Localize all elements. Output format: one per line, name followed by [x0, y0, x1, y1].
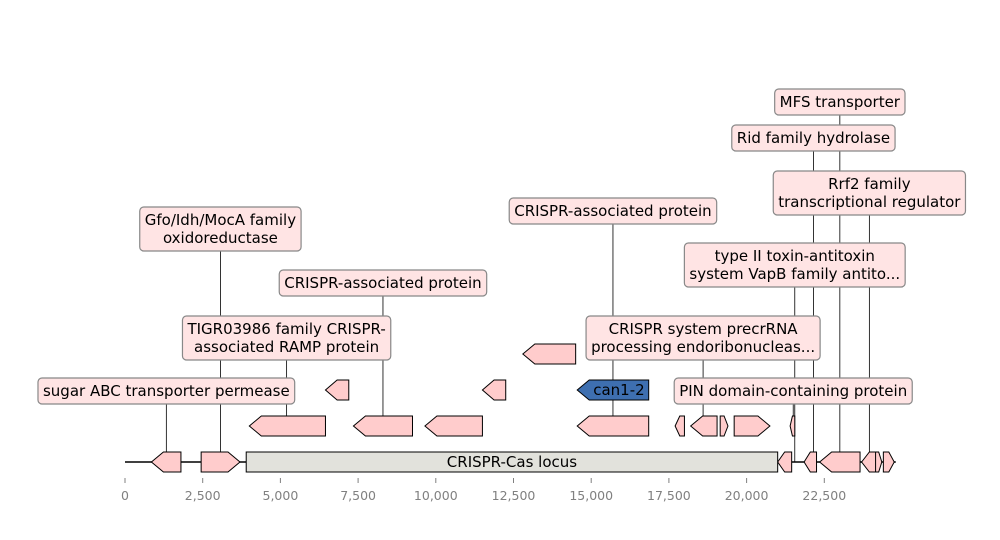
gene-feature [522, 343, 577, 365]
axis-tick-label: 0 [121, 488, 129, 503]
annotation-text: Gfo/Idh/MocA family [145, 211, 296, 229]
annotation-box [673, 377, 913, 405]
annotation-text: Rid family hydrolase [737, 129, 890, 147]
annotation-box [181, 315, 392, 361]
annotation-labels: sugar ABC transporter permease TIGR03986 … [37, 88, 967, 405]
annotation-box [683, 242, 906, 288]
gene-feature [200, 451, 241, 473]
gene-feature [882, 451, 895, 473]
annotation-text: CRISPR-associated protein [284, 274, 481, 292]
annotation-box [774, 88, 906, 116]
axis-tick-label: 17,500 [647, 488, 691, 503]
annotation-text: associated RAMP protein [194, 338, 379, 356]
gene-features: can1-2 [150, 343, 895, 473]
annotation-text: transcriptional regulator [778, 193, 961, 211]
annotation-text: Rrf2 family [828, 175, 911, 193]
highlighted-gene-feature [576, 379, 650, 401]
gene-feature [860, 451, 878, 473]
annotation-box [585, 315, 821, 361]
annotation-box [508, 197, 718, 225]
crispr-cas-locus-label: CRISPR-Cas locus [447, 453, 577, 471]
x-axis: 0 2,500 5,000 7,500 10,000 12,500 15,000 17,500… [121, 478, 846, 503]
gene-feature [875, 451, 883, 473]
annotation-text: PIN domain-containing protein [679, 382, 907, 400]
gene-feature [248, 415, 326, 437]
gene-feature [481, 379, 507, 401]
gene-feature [352, 415, 413, 437]
gene-feature [689, 415, 718, 437]
annotation-box [772, 170, 967, 216]
annotation-label: MFS transporter [774, 88, 906, 116]
gene-feature [777, 451, 793, 473]
axis-tick-label: 22,500 [802, 488, 846, 503]
annotation-label: CRISPR-associated protein [508, 197, 718, 225]
annotation-label: TIGR03986 family CRISPR-associated RAMP … [181, 315, 392, 361]
gene-feature [674, 415, 685, 437]
annotation-text: MFS transporter [780, 93, 901, 111]
crispr-cas-locus-box [245, 451, 779, 473]
gene-feature [719, 415, 729, 437]
annotation-text: processing endoribonucleas... [591, 338, 815, 356]
annotation-label: sugar ABC transporter permease [37, 377, 296, 405]
annotation-label: PIN domain-containing protein [673, 377, 913, 405]
annotation-text: system VapB family antito... [689, 265, 900, 283]
annotation-text: type II toxin-antitoxin [715, 247, 875, 265]
gene-feature [803, 451, 818, 473]
annotation-text: CRISPR-associated protein [514, 202, 711, 220]
highlighted-gene-label: can1-2 [593, 381, 644, 399]
annotation-box [37, 377, 296, 405]
annotation-label: CRISPR-associated protein [278, 269, 488, 297]
gene-feature [150, 451, 182, 473]
axis-tick-label: 7,500 [340, 488, 376, 503]
gene-feature [733, 415, 771, 437]
annotation-text: sugar ABC transporter permease [43, 382, 290, 400]
annotation-text: oxidoreductase [163, 229, 278, 247]
gene-feature [789, 415, 796, 437]
axis-tick-label: 20,000 [725, 488, 769, 503]
gene-feature [818, 451, 861, 473]
locus: CRISPR-Cas locus [245, 451, 779, 473]
axis-tick-label: 12,500 [492, 488, 536, 503]
annotation-text: CRISPR system precrRNA [609, 320, 799, 338]
gene-feature [424, 415, 483, 437]
axis-tick-label: 10,000 [414, 488, 458, 503]
gene-feature [576, 415, 650, 437]
axis-tick-label: 15,000 [569, 488, 613, 503]
axis-tick-label: 2,500 [185, 488, 221, 503]
annotation-lines [165, 115, 870, 462]
annotation-box [278, 269, 488, 297]
annotation-box [139, 206, 302, 252]
annotation-text: TIGR03986 family CRISPR- [186, 320, 385, 338]
gene-feature [324, 379, 350, 401]
annotation-box [731, 124, 896, 152]
axis-tick-label: 5,000 [263, 488, 299, 503]
annotation-label: Rid family hydrolase [731, 124, 896, 152]
